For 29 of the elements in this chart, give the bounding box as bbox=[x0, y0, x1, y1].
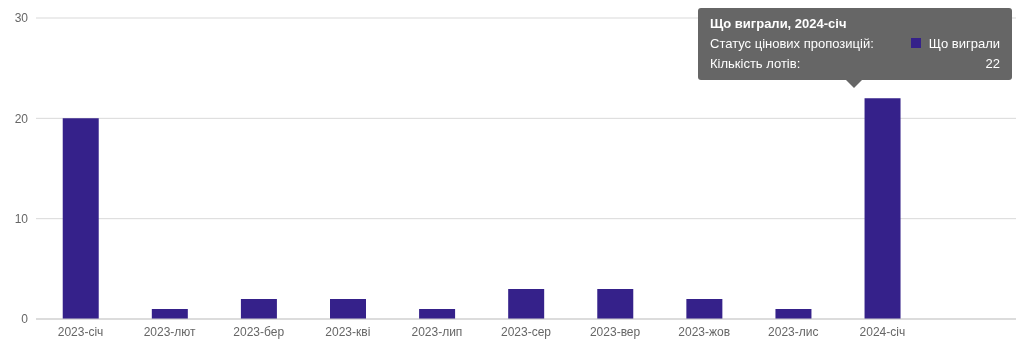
annotation: Статус цінових пропозицій: bbox=[710, 35, 874, 53]
y-tick-label: 20 bbox=[14, 111, 29, 126]
bar bbox=[686, 298, 723, 319]
annotation: Кількість лотів: bbox=[710, 55, 801, 73]
x-tick-label: 2023-лют bbox=[143, 324, 197, 339]
bar bbox=[597, 288, 634, 319]
bar bbox=[151, 308, 188, 319]
bar bbox=[62, 118, 99, 319]
bar bbox=[330, 298, 366, 319]
x-tick-label: 2023-бер bbox=[233, 324, 285, 339]
y-tick-label: 10 bbox=[14, 211, 29, 226]
x-tick-label: 2023-лип bbox=[411, 324, 463, 339]
y-tick-label: 0 bbox=[21, 312, 29, 327]
text: 22 bbox=[985, 55, 1000, 73]
x-tick-label: 2023-сер bbox=[500, 324, 552, 339]
text: Що виграли bbox=[927, 35, 1000, 53]
bar bbox=[775, 308, 812, 319]
x-tick-label: 2023-лис bbox=[768, 324, 819, 339]
bar bbox=[508, 288, 545, 319]
annotation: Що виграли, 2024-січ bbox=[710, 15, 848, 33]
x-tick-label: 2023-кві bbox=[325, 324, 371, 339]
bar bbox=[864, 98, 901, 319]
x-tick-label: 2024-січ bbox=[859, 324, 906, 339]
bar bbox=[419, 308, 456, 319]
y-tick-label: 30 bbox=[14, 11, 29, 26]
x-tick-label: 2023-жов bbox=[678, 324, 731, 339]
bar bbox=[240, 298, 277, 319]
x-tick-label: 2023-січ bbox=[57, 324, 104, 339]
x-tick-label: 2023-вер bbox=[589, 324, 641, 339]
